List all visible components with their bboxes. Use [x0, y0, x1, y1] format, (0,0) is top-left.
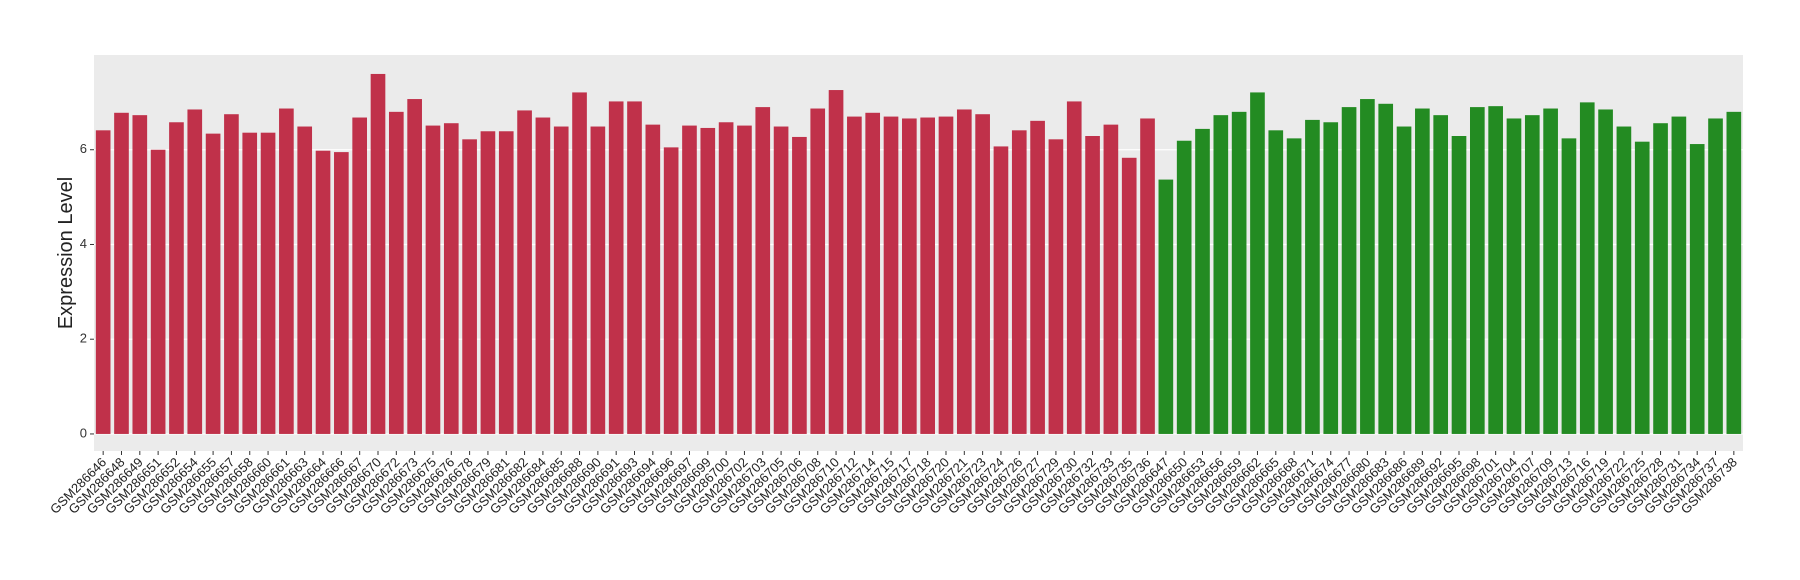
bar — [1543, 108, 1558, 434]
bar — [847, 116, 862, 434]
bar — [279, 108, 294, 434]
bar — [645, 124, 661, 434]
bar — [1231, 111, 1247, 434]
bar — [737, 125, 752, 434]
bar — [718, 122, 734, 434]
y-tick-label: 0 — [80, 425, 87, 440]
bar — [1579, 102, 1595, 434]
bar — [627, 101, 642, 434]
bar — [682, 125, 697, 434]
bar — [1121, 157, 1137, 434]
bar — [517, 110, 532, 434]
bar — [1158, 179, 1174, 434]
bar — [95, 130, 111, 434]
bar — [242, 132, 258, 434]
bar — [1048, 139, 1064, 434]
bar — [865, 112, 881, 434]
bar — [1103, 124, 1119, 434]
bar — [462, 139, 477, 434]
bar — [1469, 107, 1485, 434]
bar — [1176, 140, 1192, 434]
bar — [1396, 126, 1412, 434]
bar — [1634, 141, 1650, 434]
bar — [1305, 119, 1320, 434]
bar — [187, 109, 203, 434]
bar — [480, 131, 496, 434]
bar — [1616, 126, 1632, 434]
bar — [792, 136, 807, 434]
bar — [352, 117, 368, 434]
bar — [572, 92, 587, 434]
bar — [1250, 92, 1265, 434]
y-tick-label: 4 — [80, 236, 87, 251]
bar — [535, 117, 551, 434]
bar — [114, 112, 129, 434]
bar — [993, 146, 1009, 434]
bar — [407, 99, 422, 434]
bar — [388, 111, 404, 434]
bar — [608, 101, 624, 434]
bar — [260, 132, 276, 434]
bar — [334, 152, 349, 434]
bar — [1213, 115, 1229, 434]
y-axis-label: Expression Level — [55, 177, 77, 329]
bar — [1433, 115, 1449, 434]
bar — [1323, 122, 1339, 434]
bar — [1341, 107, 1357, 434]
bar — [1140, 118, 1155, 434]
bar — [553, 126, 569, 434]
bar — [297, 126, 313, 434]
bar — [1195, 128, 1210, 434]
bar — [975, 114, 990, 434]
bar — [810, 108, 826, 434]
bar — [1561, 138, 1577, 434]
bar — [663, 147, 679, 434]
plot-panel — [94, 55, 1743, 451]
bar — [1488, 106, 1503, 434]
bar — [1011, 130, 1027, 434]
bar — [425, 125, 441, 434]
bar — [1360, 99, 1375, 434]
bar — [773, 126, 789, 434]
bar — [1286, 138, 1302, 434]
bar — [1451, 136, 1467, 434]
bar — [370, 73, 386, 434]
bar — [443, 123, 459, 434]
bar — [132, 115, 148, 434]
bar — [1653, 123, 1668, 434]
bar — [1030, 120, 1045, 434]
bar — [902, 118, 917, 434]
bar — [1085, 136, 1100, 434]
bar — [883, 116, 899, 434]
bar — [828, 90, 844, 434]
bar — [224, 114, 239, 434]
bar — [700, 127, 716, 434]
y-tick-label: 6 — [80, 141, 87, 156]
bar — [590, 126, 606, 434]
bar — [1524, 115, 1540, 434]
bar — [920, 117, 935, 434]
bar — [1415, 108, 1430, 434]
bar — [956, 109, 972, 434]
bar — [498, 131, 514, 434]
bar — [205, 133, 221, 434]
bar — [1378, 103, 1394, 434]
bar — [1066, 101, 1082, 434]
bar — [1708, 118, 1723, 434]
bar — [1726, 111, 1742, 434]
bar — [1598, 109, 1613, 434]
y-tick-label: 2 — [80, 331, 87, 346]
bar — [1671, 116, 1687, 434]
bar — [150, 149, 166, 434]
bar — [315, 150, 331, 434]
bar — [755, 107, 771, 434]
bar — [1689, 144, 1705, 434]
bar — [1268, 130, 1284, 434]
bar — [1506, 118, 1522, 434]
bar — [169, 122, 184, 434]
bar — [938, 116, 954, 434]
